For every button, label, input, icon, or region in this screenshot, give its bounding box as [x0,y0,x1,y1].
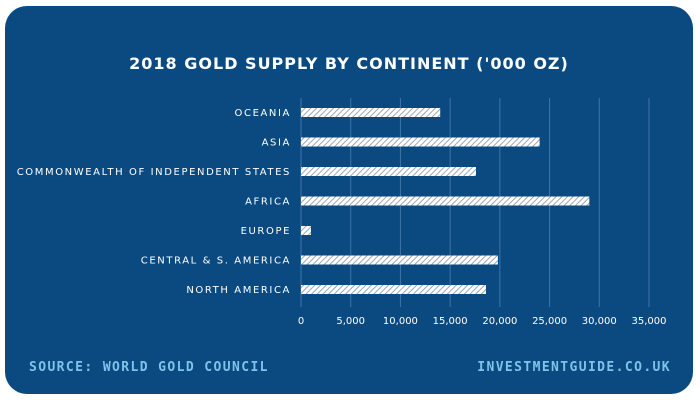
x-tick-label: 30,000 [582,316,617,327]
category-label: OCEANIA [235,108,291,119]
category-label: ASIA [262,138,291,149]
bar [301,226,311,235]
bar [301,108,441,117]
category-label: AFRICA [245,197,291,208]
bar [301,167,476,176]
x-tick-label: 15,000 [433,316,468,327]
x-tick-label: 10,000 [383,316,418,327]
x-tick-label: 25,000 [532,316,567,327]
x-tick-labels: 0 5,000 10,000 15,000 20,000 25,000 30,000 35,0… [298,316,667,327]
category-label: EUROPE [241,226,291,237]
x-tick-label: 5,000 [336,316,365,327]
bar [301,285,486,294]
category-labels: OCEANIA ASIA COMMONWEALTH OF INDEPENDENT S… [17,108,291,296]
bar [301,137,540,147]
chart-title: 2018 GOLD SUPPLY BY CONTINENT ('000 OZ) [129,54,569,73]
bar-chart: OCEANIA ASIA COMMONWEALTH OF INDEPENDENT S… [17,98,667,327]
source-text: SOURCE: WORLD GOLD COUNCIL [29,360,269,375]
bars [301,108,590,294]
x-tick-label: 35,000 [632,316,667,327]
bar [301,196,590,206]
category-label: COMMONWEALTH OF INDEPENDENT STATES [17,167,291,178]
x-tick-label: 0 [298,316,304,327]
chart-card: 2018 GOLD SUPPLY BY CONTINENT ('000 OZ) … [5,6,693,394]
x-tick-label: 20,000 [482,316,517,327]
category-label: NORTH AMERICA [186,285,291,296]
category-label: CENTRAL & S. AMERICA [141,256,291,267]
bar [301,255,498,265]
site-link[interactable]: INVESTMENTGUIDE.CO.UK [477,360,671,375]
